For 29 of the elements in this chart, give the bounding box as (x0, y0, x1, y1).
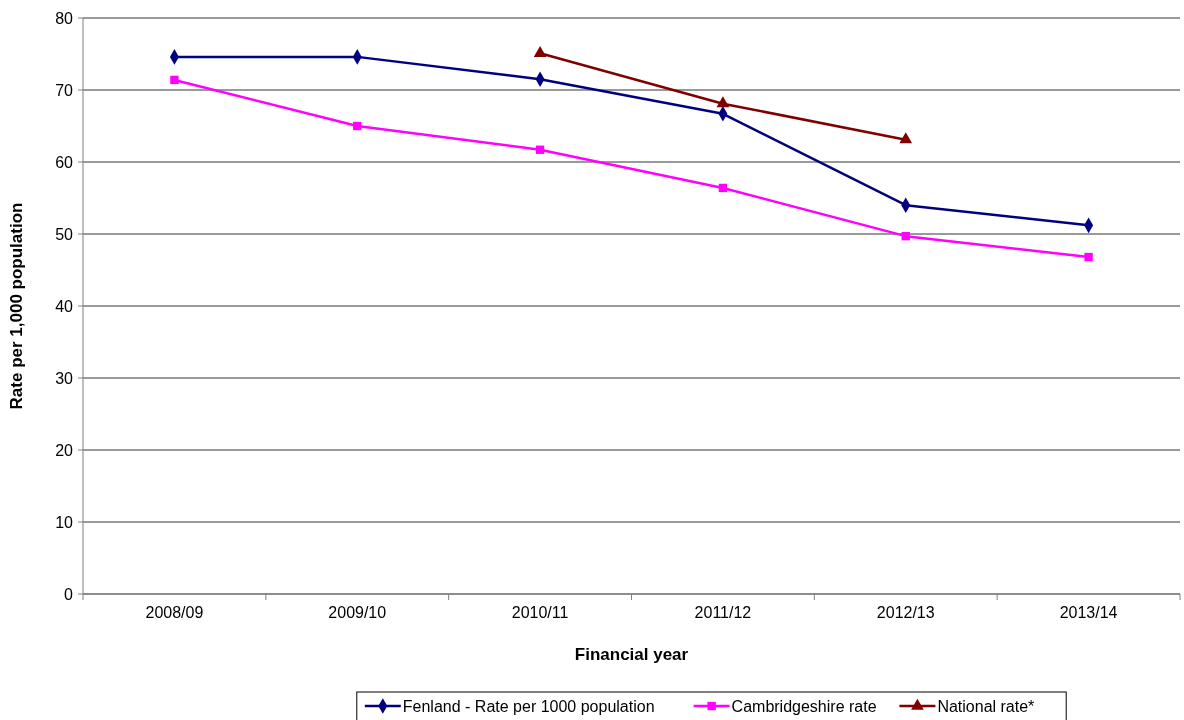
y-tick-label: 10 (55, 513, 74, 531)
point (170, 75, 179, 85)
y-tick-label: 40 (55, 297, 74, 315)
x-tick-label: 2010/11 (511, 604, 569, 621)
legend-label: National rate* (937, 697, 1035, 715)
x-tick-label: 2011/12 (694, 604, 752, 621)
y-tick-label: 0 (64, 585, 74, 603)
y-tick-label: 60 (55, 153, 74, 171)
x-tick-label: 2009/10 (328, 604, 387, 621)
x-tick-label: 2012/13 (876, 604, 935, 621)
x-tick-label: 2008/09 (145, 604, 204, 621)
point (716, 96, 730, 108)
y-axis-title: Rate per 1,000 population (7, 202, 26, 410)
y-tick-label: 50 (55, 225, 74, 243)
legend-label: Fenland - Rate per 1000 population (402, 697, 655, 715)
x-axis-title: Financial year (574, 645, 689, 664)
y-tick-label: 30 (55, 369, 74, 387)
legend-label: Cambridgeshire rate (731, 697, 877, 715)
y-tick-label: 20 (55, 441, 74, 459)
point (901, 231, 910, 241)
y-tick-label: 70 (55, 81, 74, 99)
point (718, 183, 728, 193)
point (899, 132, 913, 144)
point (535, 145, 545, 154)
point (533, 45, 547, 57)
point (1084, 252, 1093, 262)
point (353, 121, 362, 131)
x-tick-label: 2013/14 (1059, 604, 1118, 621)
y-tick-label: 80 (55, 9, 74, 27)
